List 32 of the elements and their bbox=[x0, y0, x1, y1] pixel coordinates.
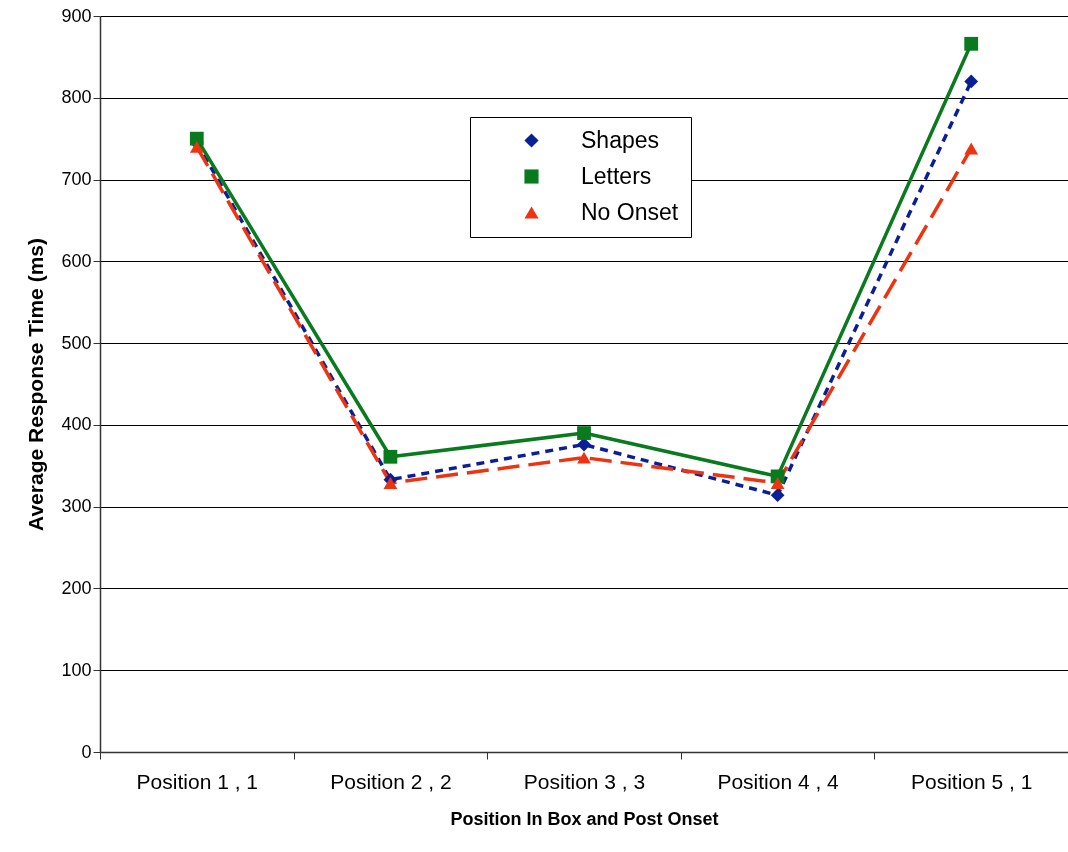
legend-label: Shapes bbox=[581, 126, 660, 153]
x-tick-label: Position 1 , 1 bbox=[136, 769, 258, 793]
x-tick-label: Position 3 , 3 bbox=[523, 769, 646, 793]
y-tick-label: 100 bbox=[61, 659, 92, 680]
point bbox=[383, 449, 398, 464]
y-tick-label: 900 bbox=[61, 5, 92, 26]
y-tick-label: 200 bbox=[61, 577, 92, 598]
point bbox=[577, 437, 591, 452]
y-tick-label: 600 bbox=[61, 250, 92, 271]
point bbox=[189, 131, 204, 146]
y-tick-label: 400 bbox=[61, 414, 92, 435]
y-tick-label: 700 bbox=[61, 169, 92, 190]
y-axis-title: Average Response Time (ms) bbox=[24, 238, 48, 531]
x-tick-label: Position 4 , 4 bbox=[717, 769, 840, 793]
point bbox=[770, 488, 785, 503]
y-tick-label: 0 bbox=[81, 741, 92, 762]
x-axis-title: Position In Box and Post Onset bbox=[450, 808, 719, 829]
point bbox=[770, 476, 785, 489]
point bbox=[383, 476, 398, 489]
legend-label: No Onset bbox=[581, 198, 679, 225]
point bbox=[189, 140, 204, 153]
point bbox=[577, 451, 591, 464]
x-tick-label: Position 2 , 2 bbox=[330, 769, 452, 793]
point bbox=[577, 426, 591, 440]
point bbox=[964, 74, 979, 89]
x-tick-label: Position 5 , 1 bbox=[911, 769, 1033, 793]
y-tick-label: 300 bbox=[61, 496, 92, 517]
legend-label: Letters bbox=[581, 162, 652, 189]
y-tick-label: 500 bbox=[61, 332, 92, 353]
point bbox=[964, 142, 979, 155]
point bbox=[964, 36, 979, 51]
y-tick-label: 800 bbox=[61, 87, 92, 108]
